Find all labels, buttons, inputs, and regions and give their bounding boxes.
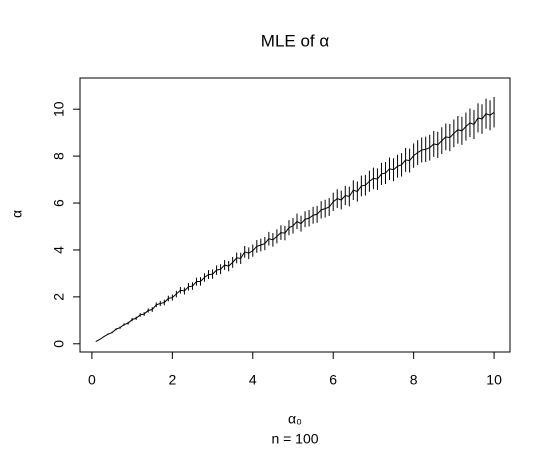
y-tick-label: 8 <box>51 152 67 160</box>
y-tick-label: 0 <box>51 340 67 348</box>
x-tick-label: 0 <box>88 372 96 388</box>
x-tick-label: 4 <box>249 372 257 388</box>
x-tick-label: 8 <box>410 372 418 388</box>
chart-title: MLE of α <box>261 31 330 50</box>
y-tick-label: 2 <box>51 293 67 301</box>
estimate-line <box>95 111 495 342</box>
y-tick-label: 6 <box>51 199 67 207</box>
x-axis-label: α₀ <box>288 411 302 427</box>
x-tick-label: 6 <box>329 372 337 388</box>
x-tick-label: 10 <box>486 372 502 388</box>
plot-box <box>79 77 511 353</box>
subtitle: n = 100 <box>271 431 318 447</box>
y-tick-label: 10 <box>51 101 67 117</box>
y-axis-label: α <box>9 210 25 218</box>
y-tick-label: 4 <box>51 246 67 254</box>
x-tick-label: 2 <box>168 372 176 388</box>
